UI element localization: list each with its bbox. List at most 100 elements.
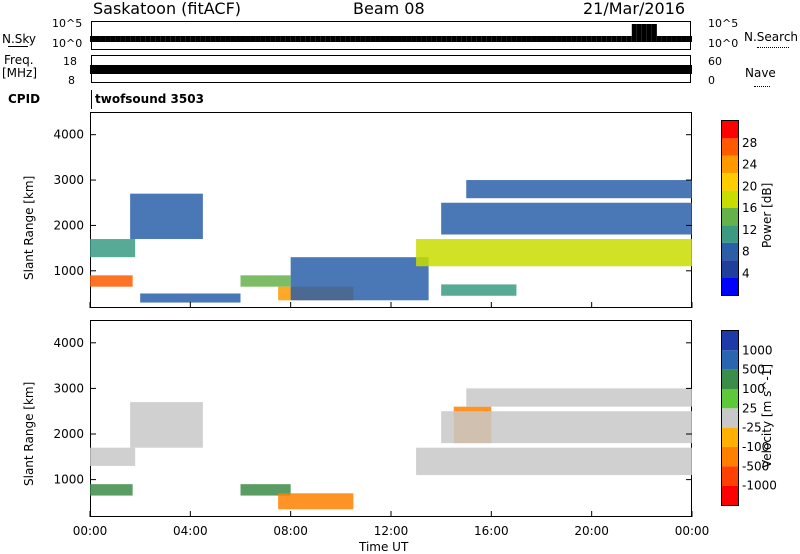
nsky-trace-bar [411, 36, 417, 42]
nsky-trace-bar [451, 36, 457, 42]
nsky-trace-bar [95, 36, 101, 42]
power-colorbar-swatch [722, 260, 738, 278]
nsky-trace-bar [486, 36, 492, 42]
nsky-trace-bar [626, 36, 632, 42]
nsky-trace-bar [681, 36, 687, 42]
velocity-ytick-label: 3000 [53, 381, 84, 395]
nsky-trace-bar [586, 36, 592, 42]
nsky-trace-bar [496, 36, 502, 42]
nsky-trace-bar [461, 36, 467, 42]
velocity-colorbar-tick-label: 25 [742, 401, 757, 415]
x-tick-label: 00:00 [675, 524, 710, 538]
power-colorbar-swatch [722, 121, 738, 139]
nsky-trace-bar [90, 36, 95, 42]
power-colorbar-swatch [722, 173, 738, 191]
velocity-data-cell [278, 493, 354, 510]
nsky-trace-bar [536, 36, 542, 42]
nsky-trace-bar [506, 36, 512, 42]
nsky-trace-bar [140, 36, 146, 42]
nsky-trace-bar [591, 36, 597, 42]
nsky-trace-bar [230, 36, 236, 42]
nsky-trace-bar [596, 36, 602, 42]
nsky-trace-bar [656, 36, 662, 42]
nsky-trace-bar [621, 36, 627, 42]
velocity-colorbar-tick-label: 1000 [742, 343, 773, 357]
nsky-trace-bar [396, 36, 402, 42]
nsky-trace-bar [235, 36, 241, 42]
velocity-colorbar-swatch [722, 427, 738, 447]
nsky-trace-bar [340, 36, 346, 42]
nsky-label: N.Sky [2, 32, 37, 46]
nsky-trace-bar [471, 36, 477, 42]
velocity-colorbar-swatch [722, 447, 738, 467]
velocity-ytick-label: 2000 [53, 427, 84, 441]
nsky-trace-bar [436, 36, 442, 42]
nsky-trace-bar [651, 24, 657, 42]
nsky-trace-bar [616, 36, 622, 42]
nsky-trace-bar [170, 36, 176, 42]
nsky-trace-bar [431, 36, 437, 42]
date-label: 21/Mar/2016 [583, 0, 686, 18]
nsky-trace-bar [190, 36, 196, 42]
nsky-trace-bar [385, 36, 391, 42]
x-tick-label: 00:00 [73, 524, 108, 538]
nsky-trace-bar [355, 36, 361, 42]
power-colorbar-swatch [722, 277, 738, 295]
nsky-trace-bar [305, 36, 311, 42]
power-data-cell [140, 293, 241, 303]
nsky-trace-bar [601, 36, 607, 42]
nsky-trace-bar [641, 24, 647, 42]
nsky-trace-bar [391, 36, 396, 42]
nsky-trace-bar [416, 36, 422, 42]
velocity-colorbar-swatch [722, 389, 738, 409]
nsky-trace-bar [360, 36, 366, 42]
velocity-colorbar-swatch [722, 485, 738, 505]
nsky-trace-bar [476, 36, 482, 42]
nsky-trace-bar [265, 36, 271, 42]
nsky-trace-bar [330, 36, 336, 42]
nsky-trace-bar [541, 36, 547, 42]
nsky-trace-bar [105, 36, 111, 42]
nsky-trace-bar [275, 36, 281, 42]
nsky-trace-bar [250, 36, 256, 42]
nsky-ytick-bottom: 10^0 [52, 37, 83, 50]
power-ytick-label: 4000 [53, 128, 84, 142]
nsky-trace-bar [671, 36, 677, 42]
cpid-program: twofsound 3503 [95, 92, 204, 106]
nsky-trace-bar [516, 36, 522, 42]
power-colorbar-tick-label: 4 [742, 266, 750, 280]
nsky-trace-bar [365, 36, 371, 42]
power-colorbar-swatch [722, 225, 738, 243]
nsky-trace-bar [210, 36, 216, 42]
velocity-colorbar-tick-label: -500 [742, 459, 769, 473]
power-ytick-label: 1000 [53, 264, 84, 278]
velocity-data-cell [466, 388, 692, 407]
nsky-trace-bar [561, 36, 567, 42]
nsky-trace-bar [260, 36, 266, 42]
nsky-trace-bar [120, 36, 126, 42]
nsky-trace-bar [661, 36, 667, 42]
power-data-cell [240, 275, 291, 287]
nsky-trace-bar [145, 36, 151, 42]
nsky-trace-bar [421, 36, 427, 42]
beam-label: Beam 08 [353, 0, 425, 18]
nsky-trace-bar [115, 36, 121, 42]
power-colorbar-tick-label: 16 [742, 201, 757, 215]
nsky-trace-bar [215, 36, 221, 42]
freq-label: Freq. [4, 53, 34, 67]
nsky-trace-bar [446, 36, 452, 42]
nsky-trace-bar [380, 36, 386, 42]
nsky-trace-bar [426, 36, 432, 42]
nsky-trace-bar [320, 36, 326, 42]
nsky-trace-bar [285, 36, 291, 42]
power-data-cell [290, 257, 429, 301]
nsky-trace-bar [155, 36, 161, 42]
nsky-trace-bar [531, 36, 537, 42]
velocity-colorbar-swatch [722, 369, 738, 389]
power-colorbar-tick-label: 20 [742, 179, 757, 193]
nsky-trace-bar [606, 36, 612, 42]
power-colorbar [721, 120, 739, 296]
power-data-cell [130, 193, 203, 240]
velocity-colorbar-swatch [722, 466, 738, 486]
nsky-trace-bar [130, 36, 136, 42]
